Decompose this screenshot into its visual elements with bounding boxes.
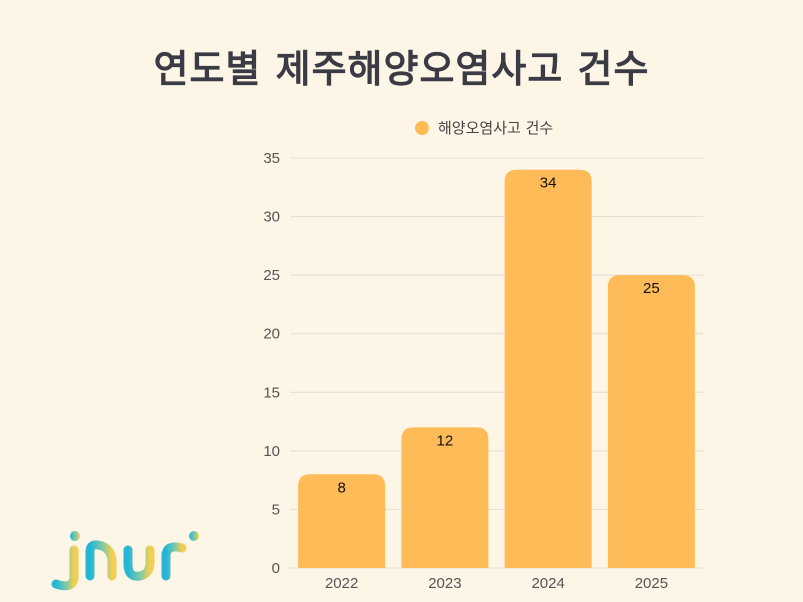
y-tick-label: 20 xyxy=(263,326,280,343)
data-label: 8 xyxy=(337,479,345,496)
data-label: 25 xyxy=(643,280,660,297)
y-tick-label: 0 xyxy=(272,560,280,577)
data-label: 34 xyxy=(540,175,557,192)
bars: 8 12 34 25 xyxy=(298,169,695,568)
data-label: 12 xyxy=(437,432,454,449)
chart-title: 연도별 제주해양오염사고 건수 xyxy=(153,47,650,91)
y-tick-label: 25 xyxy=(263,267,280,284)
x-tick-label: 2022 xyxy=(325,575,358,592)
legend-label: 해양오염사고 건수 xyxy=(438,119,553,137)
y-tick-label: 5 xyxy=(272,501,280,518)
x-tick-label: 2024 xyxy=(531,575,564,592)
x-tick-label: 2025 xyxy=(635,575,668,592)
bar-2022 xyxy=(298,474,386,568)
y-tick-label: 10 xyxy=(263,443,280,460)
x-tick-label: 2023 xyxy=(428,575,461,592)
x-axis: 2022 2023 2024 2025 xyxy=(325,575,668,592)
bar-2023 xyxy=(401,427,489,568)
y-tick-label: 15 xyxy=(263,384,280,401)
legend-swatch xyxy=(415,121,429,135)
jnuri-logo xyxy=(51,531,199,591)
y-tick-label: 35 xyxy=(263,150,280,167)
bar-2024 xyxy=(504,169,592,568)
bar-2025 xyxy=(607,275,695,568)
y-tick-label: 30 xyxy=(263,209,280,226)
legend: 해양오염사고 건수 xyxy=(415,119,553,137)
y-axis: 0 5 10 15 20 25 30 35 xyxy=(263,150,280,577)
